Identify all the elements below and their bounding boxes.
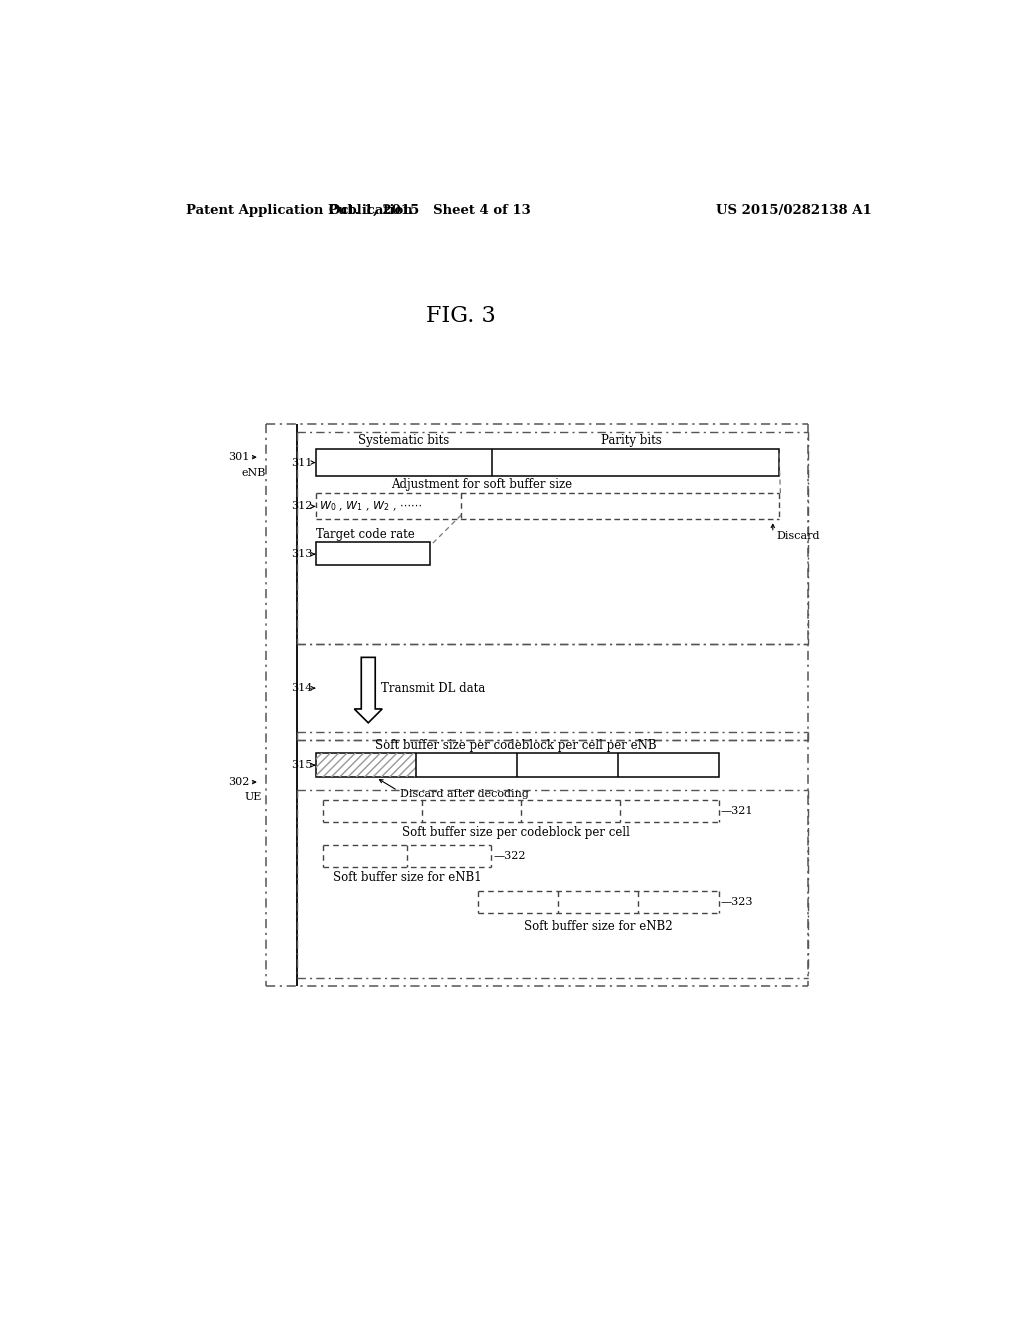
Text: 302: 302 [228, 777, 250, 787]
Text: 313: 313 [291, 549, 312, 560]
Text: Discard: Discard [776, 531, 820, 541]
Text: Discard after decoding: Discard after decoding [400, 788, 529, 799]
Text: eNB: eNB [242, 467, 266, 478]
Text: Soft buffer size per codeblock per cell: Soft buffer size per codeblock per cell [401, 825, 630, 838]
Text: 314: 314 [291, 684, 312, 693]
Bar [315, 752, 719, 776]
Text: 315: 315 [291, 760, 312, 770]
Text: $\mathit{W_0}$ , $\mathit{W_1}$ , $\mathit{W_2}$ , $\cdots\cdots$: $\mathit{W_0}$ , $\mathit{W_1}$ , $\math… [319, 500, 423, 513]
Text: 311: 311 [291, 458, 312, 467]
Text: Adjustment for soft buffer size: Adjustment for soft buffer size [391, 478, 572, 491]
Text: UE: UE [245, 792, 262, 803]
Text: Soft buffer size for eNB1: Soft buffer size for eNB1 [333, 871, 481, 884]
Text: Target code rate: Target code rate [315, 528, 415, 541]
Text: Oct. 1, 2015   Sheet 4 of 13: Oct. 1, 2015 Sheet 4 of 13 [330, 205, 531, 218]
Bar [315, 541, 430, 565]
Text: Soft buffer size for eNB2: Soft buffer size for eNB2 [524, 920, 673, 933]
Text: Soft buffer size per codeblock per cell per eNB: Soft buffer size per codeblock per cell … [375, 739, 656, 751]
Bar [315, 752, 417, 776]
Text: Patent Application Publication: Patent Application Publication [186, 205, 413, 218]
Text: Transmit DL data: Transmit DL data [381, 681, 485, 694]
Text: —323: —323 [721, 898, 754, 907]
Text: US 2015/0282138 A1: US 2015/0282138 A1 [716, 205, 872, 218]
Text: 301: 301 [228, 453, 250, 462]
Text: Parity bits: Parity bits [601, 434, 663, 446]
Text: Systematic bits: Systematic bits [357, 434, 449, 446]
Text: —321: —321 [721, 807, 754, 816]
Text: —322: —322 [493, 851, 525, 861]
Bar [315, 450, 779, 475]
Text: 312: 312 [291, 502, 312, 511]
Text: FIG. 3: FIG. 3 [426, 305, 496, 327]
Polygon shape [354, 657, 382, 723]
